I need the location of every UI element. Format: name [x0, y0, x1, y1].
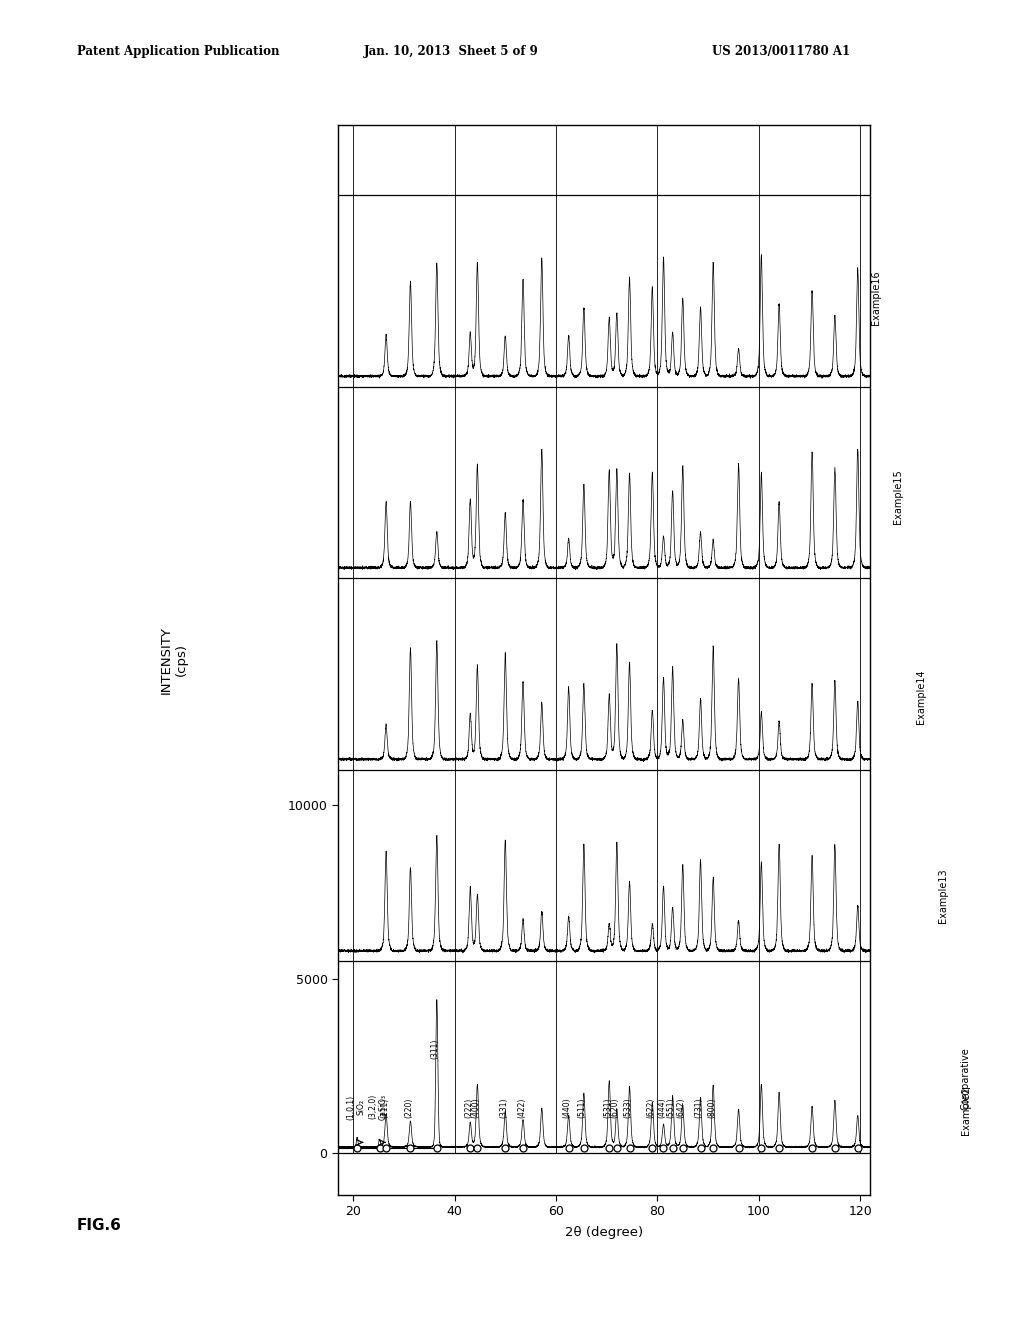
- Text: (622): (622): [646, 1098, 655, 1118]
- Text: Patent Application Publication: Patent Application Publication: [77, 45, 280, 58]
- Text: Example16: Example16: [870, 271, 881, 325]
- Text: Jan. 10, 2013  Sheet 5 of 9: Jan. 10, 2013 Sheet 5 of 9: [364, 45, 539, 58]
- Text: Example14: Example14: [915, 669, 926, 723]
- Text: FIG.6: FIG.6: [77, 1218, 122, 1233]
- Text: (533): (533): [624, 1097, 633, 1118]
- Text: (800): (800): [708, 1097, 716, 1118]
- Text: Comparative: Comparative: [961, 1048, 971, 1110]
- Text: (220): (220): [404, 1098, 414, 1118]
- Text: (440): (440): [562, 1097, 571, 1118]
- Text: (551): (551): [667, 1097, 676, 1118]
- Text: (531): (531): [603, 1097, 612, 1118]
- Text: Example2: Example2: [961, 1086, 971, 1135]
- Text: (222): (222): [464, 1098, 473, 1118]
- Text: (620): (620): [611, 1097, 620, 1118]
- Text: US 2013/0011780 A1: US 2013/0011780 A1: [712, 45, 850, 58]
- Text: Example15: Example15: [893, 470, 903, 524]
- X-axis label: 2θ (degree): 2θ (degree): [565, 1226, 643, 1239]
- Text: INTENSITY
(cps): INTENSITY (cps): [160, 626, 188, 694]
- Text: (311): (311): [431, 1039, 439, 1059]
- Text: (731): (731): [694, 1097, 703, 1118]
- Text: (331): (331): [500, 1097, 508, 1118]
- Text: (3,2,0)
CaSiO₃: (3,2,0) CaSiO₃: [369, 1094, 388, 1119]
- Text: (422): (422): [517, 1098, 526, 1118]
- Text: (444): (444): [657, 1097, 667, 1118]
- Text: (642): (642): [677, 1097, 686, 1118]
- Text: (511): (511): [578, 1098, 587, 1118]
- Text: (1,0,1)
SiO₂: (1,0,1) SiO₂: [346, 1094, 366, 1119]
- Text: Example13: Example13: [938, 869, 948, 923]
- Text: (400): (400): [471, 1097, 480, 1118]
- Text: (111): (111): [380, 1098, 389, 1118]
